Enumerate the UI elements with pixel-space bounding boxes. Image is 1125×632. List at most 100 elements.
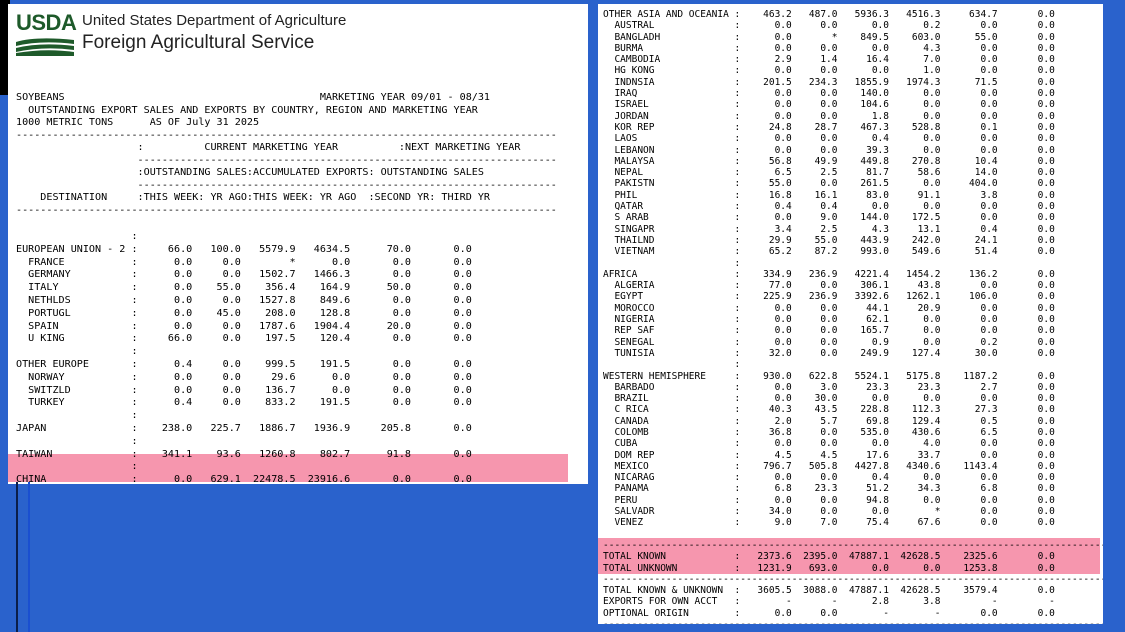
divider: ----------------------------------------… [16,204,557,216]
marketing-year: MARKETING YEAR 09/01 - 08/31 [319,92,491,103]
as-of-date: AS OF July 31 2025 [149,117,260,128]
footer-row-exports-for-own-acct: EXPORTS FOR OWN ACCT : - - 2.8 3.8 - - [603,596,1055,608]
right-row-burma: BURMA : 0.0 0.0 0.0 4.3 0.0 0.0 [603,42,1055,54]
right-row-nepal: NEPAL : 6.5 2.5 81.7 58.6 14.0 0.0 [603,167,1055,179]
decorative-lines [14,482,32,632]
agency-name: United States Department of Agriculture … [82,12,346,56]
right-row-singapr: SINGAPR : 3.4 2.5 4.3 13.1 0.4 0.0 [603,223,1055,235]
total-row-total-unknown: TOTAL UNKNOWN : 1231.9 693.0 0.0 0.0 125… [603,562,1055,574]
right-row-salvadr: SALVADR : 34.0 0.0 0.0 * 0.0 0.0 [603,506,1055,518]
title-line3: 1000 METRIC TONS AS OF July 31 2025 [16,117,557,130]
col-group-next: :NEXT MARKETING YEAR [398,142,521,153]
footer-row-optional-origin: OPTIONAL ORIGIN : 0.0 0.0 - - 0.0 0.0 [603,607,1055,619]
left-row-european-union-27: EUROPEAN UNION - 2 : 66.0 100.0 5579.9 4… [16,243,472,255]
right-row-austral: AUSTRAL : 0.0 0.0 0.0 0.2 0.0 0.0 [603,20,1055,32]
usda-logo-icon [16,38,74,56]
divider: ----------------------------------------… [603,619,1103,624]
right-row-algeria: ALGERIA : 77.0 0.0 306.1 43.8 0.0 0.0 [603,280,1055,292]
footer-row-total-known-unknown: TOTAL KNOWN & UNKNOWN : 3605.5 3088.0 47… [603,585,1055,597]
right-row-lebanon: LEBANON : 0.0 0.0 39.3 0.0 0.0 0.0 [603,144,1055,156]
divider: ----------------------------------------… [603,539,1103,551]
col-group-current: CURRENT MARKETING YEAR [204,142,339,153]
left-data-table: : EUROPEAN UNION - 2 : 66.0 100.0 5579.9… [16,231,472,484]
right-row-rep-saf: REP SAF : 0.0 0.0 165.7 0.0 0.0 0.0 [603,325,1055,337]
report-subtitle: OUTSTANDING EXPORT SALES AND EXPORTS BY … [28,104,478,116]
divider: ----------------------------------------… [16,154,557,166]
right-row-kor-rep: KOR REP : 24.8 28.7 467.3 528.8 0.1 0.0 [603,121,1055,133]
right-row-nicarag: NICARAG : 0.0 0.0 0.4 0.0 0.0 0.0 [603,472,1055,484]
right-row-tunisia: TUNISIA : 32.0 0.0 249.9 127.4 30.0 0.0 [603,347,1055,359]
commodity: SOYBEANS [16,92,65,103]
left-row-nethlds: NETHLDS : 0.0 0.0 1527.8 849.6 0.0 0.0 [16,294,472,306]
right-row-western-hemisphere: WESTERN HEMISPHERE : 930.0 622.8 5524.1 … [603,370,1055,382]
usda-logo-text: USDA [16,10,77,35]
left-row-switzld: SWITZLD : 0.0 0.0 136.7 0.0 0.0 0.0 [16,384,472,396]
right-row-dom-rep: DOM REP : 4.5 4.5 17.6 33.7 0.0 0.0 [603,449,1055,461]
right-row-vietnam: VIETNAM : 65.2 87.2 993.0 549.6 51.4 0.0 [603,246,1055,258]
usda-logo: USDA [16,10,77,56]
left-row-turkey: TURKEY : 0.4 0.0 833.2 191.5 0.0 0.0 [16,397,472,409]
right-row-cambodia: CAMBODIA : 2.9 1.4 16.4 7.0 0.0 0.0 [603,54,1055,66]
right-row-phil: PHIL : 16.8 16.1 83.0 91.1 3.8 0.0 [603,189,1055,201]
divider: ----------------------------------------… [16,179,557,191]
totals-highlight [598,538,1100,574]
left-row-taiwan: TAIWAN : 341.1 93.6 1260.8 802.7 91.8 0.… [16,448,472,460]
right-row-jordan: JORDAN : 0.0 0.0 1.8 0.0 0.0 0.0 [603,110,1055,122]
right-row-senegal: SENEGAL : 0.0 0.0 0.9 0.0 0.2 0.0 [603,336,1055,348]
left-row-china: CHINA : 0.0 629.1 22478.5 23916.6 0.0 0.… [16,474,472,484]
left-row-france: FRANCE : 0.0 0.0 * 0.0 0.0 0.0 [16,256,472,268]
total-row-total-known: TOTAL KNOWN : 2373.6 2395.0 47887.1 4262… [603,551,1055,563]
right-row-egypt: EGYPT : 225.9 236.9 3392.6 1262.1 106.0 … [603,291,1055,303]
left-spacer-row: : [16,346,472,358]
china-highlight [8,454,568,482]
right-report-panel: OTHER ASIA AND OCEANIA : 463.2 487.0 593… [598,4,1103,624]
divider: ----------------------------------------… [603,573,1103,585]
right-row-iraq: IRAQ : 0.0 0.0 140.0 0.0 0.0 0.0 [603,88,1055,100]
right-row-venez: VENEZ : 9.0 7.0 75.4 67.6 0.0 0.0 [603,517,1055,529]
report-header: USDA United States Department of Agricul… [16,12,436,62]
right-row-hg-kong: HG KONG : 0.0 0.0 0.0 1.0 0.0 0.0 [603,65,1055,77]
right-row-pakistn: PAKISTN : 55.0 0.0 261.5 0.0 404.0 0.0 [603,178,1055,190]
left-row-portugl: PORTUGL : 0.0 45.0 208.0 128.8 0.0 0.0 [16,307,472,319]
right-row-israel: ISRAEL : 0.0 0.0 104.6 0.0 0.0 0.0 [603,99,1055,111]
right-row-nigeria: NIGERIA : 0.0 0.0 62.1 0.0 0.0 0.0 [603,314,1055,326]
right-row-other-asia-and-oceania: OTHER ASIA AND OCEANIA : 463.2 487.0 593… [603,9,1055,20]
units: 1000 METRIC TONS [16,117,114,128]
title-line1: SOYBEANS MARKETING YEAR 09/01 - 08/31 [16,92,557,105]
col-sub-row: :OUTSTANDING SALES:ACCUMULATED EXPORTS: … [16,167,557,180]
right-row-peru: PERU : 0.0 0.0 94.8 0.0 0.0 0.0 [603,494,1055,506]
right-row-barbado: BARBADO : 0.0 3.0 23.3 23.3 2.7 0.0 [603,381,1055,393]
right-row-bangladh: BANGLADH : 0.0 * 849.5 603.0 55.0 0.0 [603,31,1055,43]
col-header-row: DESTINATION :THIS WEEK: YR AGO:THIS WEEK… [16,192,491,203]
title-line2: OUTSTANDING EXPORT SALES AND EXPORTS BY … [16,105,557,118]
col-subheaders: :OUTSTANDING SALES:ACCUMULATED EXPORTS: … [137,167,484,178]
right-row-morocco: MOROCCO : 0.0 0.0 44.1 20.9 0.0 0.0 [603,302,1055,314]
divider: ----------------------------------------… [16,129,557,141]
right-row-panama: PANAMA : 6.8 23.3 51.2 34.3 6.8 0.0 [603,483,1055,495]
left-row-germany: GERMANY : 0.0 0.0 1502.7 1466.3 0.0 0.0 [16,269,472,281]
divider [603,529,1103,540]
agency-line1: United States Department of Agriculture [82,12,347,29]
left-spacer-row: : [16,461,472,473]
left-row-u-king: U KING : 66.0 0.0 197.5 120.4 0.0 0.0 [16,333,472,345]
left-report-panel: USDA United States Department of Agricul… [8,4,588,484]
agency-line2: Foreign Agricultural Service [82,32,315,53]
left-row-italy: ITALY : 0.0 55.0 356.4 164.9 50.0 0.0 [16,282,472,294]
right-row-cuba: CUBA : 0.0 0.0 0.0 4.0 0.0 0.0 [603,438,1055,450]
right-row-africa: AFRICA : 334.9 236.9 4221.4 1454.2 136.2… [603,268,1055,280]
right-row-brazil: BRAZIL : 0.0 30.0 0.0 0.0 0.0 0.0 [603,393,1055,405]
right-row-malaysa: MALAYSA : 56.8 49.9 449.8 270.8 10.4 0.0 [603,155,1055,167]
right-row-canada: CANADA : 2.0 5.7 69.8 129.4 0.5 0.0 [603,415,1055,427]
right-row-colomb: COLOMB : 36.8 0.0 535.0 430.6 6.5 0.0 [603,426,1055,438]
left-row-spain: SPAIN : 0.0 0.0 1787.6 1904.4 20.0 0.0 [16,320,472,332]
right-row-indnsia: INDNSIA : 201.5 234.3 1855.9 1974.3 71.5… [603,76,1055,88]
left-spacer-row: : [16,435,472,447]
report-title-block: SOYBEANS MARKETING YEAR 09/01 - 08/31 OU… [16,92,557,217]
right-row-thailnd: THAILND : 29.9 55.0 443.9 242.0 24.1 0.0 [603,234,1055,246]
left-row-japan: JAPAN : 238.0 225.7 1886.7 1936.9 205.8 … [16,422,472,434]
right-row-qatar: QATAR : 0.4 0.4 0.0 0.0 0.0 0.0 [603,201,1055,213]
left-row-norway: NORWAY : 0.0 0.0 29.6 0.0 0.0 0.0 [16,371,472,383]
right-spacer-row: : [603,257,1055,269]
black-edge-bar [0,0,10,95]
left-spacer-row: : [16,231,472,242]
